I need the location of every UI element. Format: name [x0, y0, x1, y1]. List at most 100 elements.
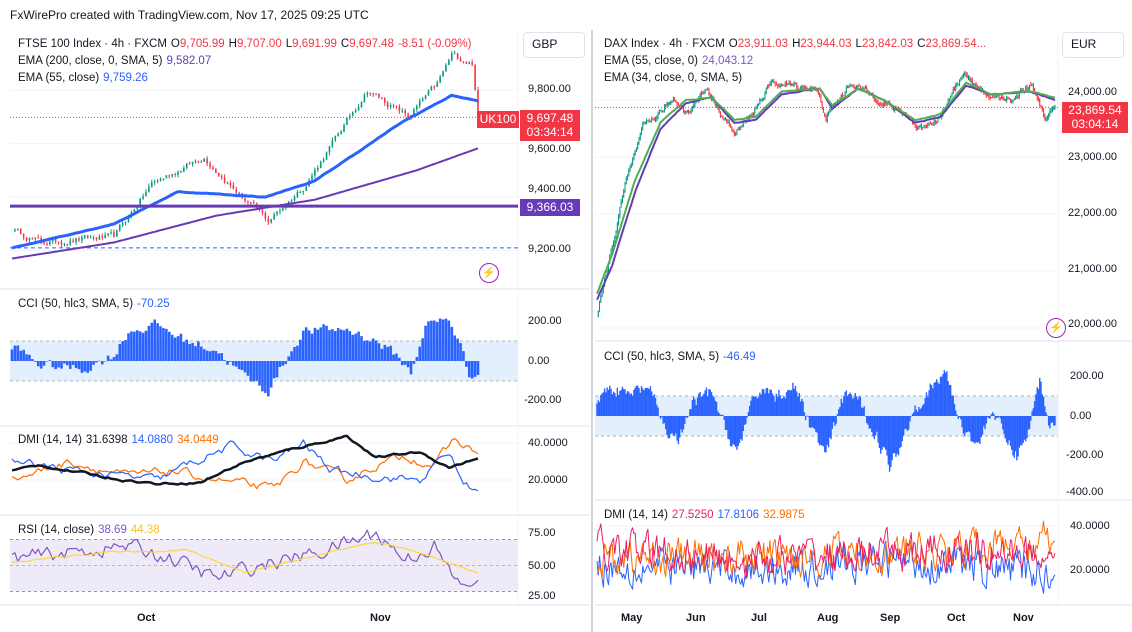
- candle: [404, 110, 406, 114]
- cci-bar: [629, 394, 631, 416]
- cci-bar: [768, 393, 770, 416]
- cci-bar: [159, 326, 162, 361]
- cci-bar: [307, 330, 311, 361]
- candle: [705, 89, 707, 91]
- last-price-label: 23,869.54 03:04:14: [1062, 102, 1128, 133]
- right-ema55-legend[interactable]: EMA (55, close, 0) 24,043.12: [604, 54, 757, 68]
- cci-bar: [784, 398, 786, 416]
- candle: [168, 175, 171, 177]
- cci-bar: [862, 408, 864, 416]
- candle: [162, 178, 165, 180]
- cci-bar: [748, 406, 751, 416]
- cci-bar: [728, 416, 731, 440]
- cci-bar: [278, 361, 282, 367]
- candle: [354, 110, 357, 113]
- candle: [959, 79, 961, 84]
- cci-bar: [924, 398, 926, 416]
- cci-bar: [736, 416, 738, 450]
- low-value: 9,691.99: [292, 38, 337, 50]
- lightning-icon[interactable]: ⚡: [479, 263, 499, 283]
- cci-bar: [614, 392, 616, 416]
- cci-bar: [839, 407, 841, 416]
- candle: [929, 123, 931, 125]
- cci-bar: [756, 398, 758, 416]
- candle: [156, 180, 159, 182]
- cci-tick: 0.00: [1070, 410, 1092, 422]
- cci-bar: [598, 402, 601, 416]
- cci-bar: [722, 414, 724, 416]
- cci-bar: [602, 392, 605, 416]
- cci-bar: [831, 416, 834, 429]
- left-currency-button[interactable]: GBP: [523, 32, 585, 58]
- cci-bar: [1016, 416, 1018, 461]
- candle: [620, 201, 622, 208]
- cci-bar: [919, 409, 921, 416]
- cci-bar: [1041, 394, 1043, 416]
- cci-bar: [176, 336, 180, 361]
- candle: [884, 103, 885, 105]
- candle: [840, 94, 842, 98]
- right-symbol[interactable]: DAX Index · 4h · FXCM: [604, 38, 725, 50]
- cci-bar: [887, 416, 890, 465]
- cci-bar: [872, 416, 874, 437]
- dmi-adx-value: 31.6398: [85, 434, 128, 446]
- cci-bar: [642, 388, 644, 416]
- cci-bar: [676, 416, 678, 441]
- cci-bar: [813, 416, 816, 429]
- left-ema200-legend[interactable]: EMA (200, close, 0, SMA, 5) 9,582.07: [18, 54, 215, 68]
- candle: [31, 238, 34, 240]
- cci-bar: [261, 361, 264, 392]
- candle: [1003, 99, 1005, 101]
- candle: [267, 218, 270, 223]
- candle: [952, 88, 954, 94]
- cci-bar: [699, 391, 701, 416]
- cci-bar: [706, 396, 709, 416]
- cci-bar: [667, 416, 669, 439]
- cci-bar: [949, 384, 952, 416]
- cci-bar: [952, 395, 954, 416]
- left-rsi-legend[interactable]: RSI (14, close) 38.69 44.38: [18, 523, 164, 537]
- candle: [873, 97, 875, 100]
- cci-bar: [678, 416, 681, 438]
- cci-bar: [948, 384, 951, 416]
- cci-bar: [771, 393, 774, 416]
- candle: [17, 228, 19, 230]
- right-cci-legend[interactable]: CCI (50, hlc3, SMA, 5) -46.49: [604, 350, 760, 364]
- left-cci-legend[interactable]: CCI (50, hlc3, SMA, 5) -70.25: [18, 297, 174, 311]
- left-ema55-legend[interactable]: EMA (55, close) 9,759.26: [18, 71, 152, 85]
- cci-bar: [789, 390, 792, 416]
- candle: [728, 121, 730, 125]
- left-dmi-legend[interactable]: DMI (14, 14) 31.6398 14.0880 34.0449: [18, 433, 223, 447]
- right-ema34-legend[interactable]: EMA (34, close, 0, SMA, 5): [604, 71, 746, 85]
- candle: [666, 104, 668, 106]
- cci-bar: [603, 388, 606, 416]
- candle: [754, 108, 756, 114]
- cci-bar: [673, 416, 676, 436]
- right-currency-button[interactable]: EUR: [1062, 32, 1124, 58]
- cci-bar: [430, 320, 433, 361]
- candle: [915, 125, 917, 129]
- cci-bar: [773, 395, 775, 416]
- right-dmi-legend[interactable]: DMI (14, 14) 27.5250 17.8106 32.9875: [604, 508, 809, 522]
- candle: [418, 100, 421, 106]
- cci-bar: [821, 416, 823, 446]
- candle: [223, 177, 226, 183]
- cci-bar: [450, 326, 454, 361]
- cci-bar: [825, 416, 827, 453]
- left-symbol[interactable]: FTSE 100 Index · 4h · FXCM: [18, 38, 167, 50]
- cci-bar: [961, 416, 963, 428]
- cci-bar: [877, 416, 879, 443]
- candle: [601, 291, 603, 297]
- cci-bar: [793, 388, 795, 416]
- cci-bar: [866, 416, 868, 424]
- adx-line: [11, 434, 479, 486]
- candle: [148, 186, 150, 192]
- lightning-icon[interactable]: ⚡: [1046, 318, 1066, 338]
- candle: [962, 74, 964, 78]
- candle: [933, 120, 935, 125]
- cci-bar: [979, 416, 981, 445]
- cci-bar: [1053, 416, 1055, 426]
- candle: [86, 235, 89, 238]
- candle: [725, 117, 726, 121]
